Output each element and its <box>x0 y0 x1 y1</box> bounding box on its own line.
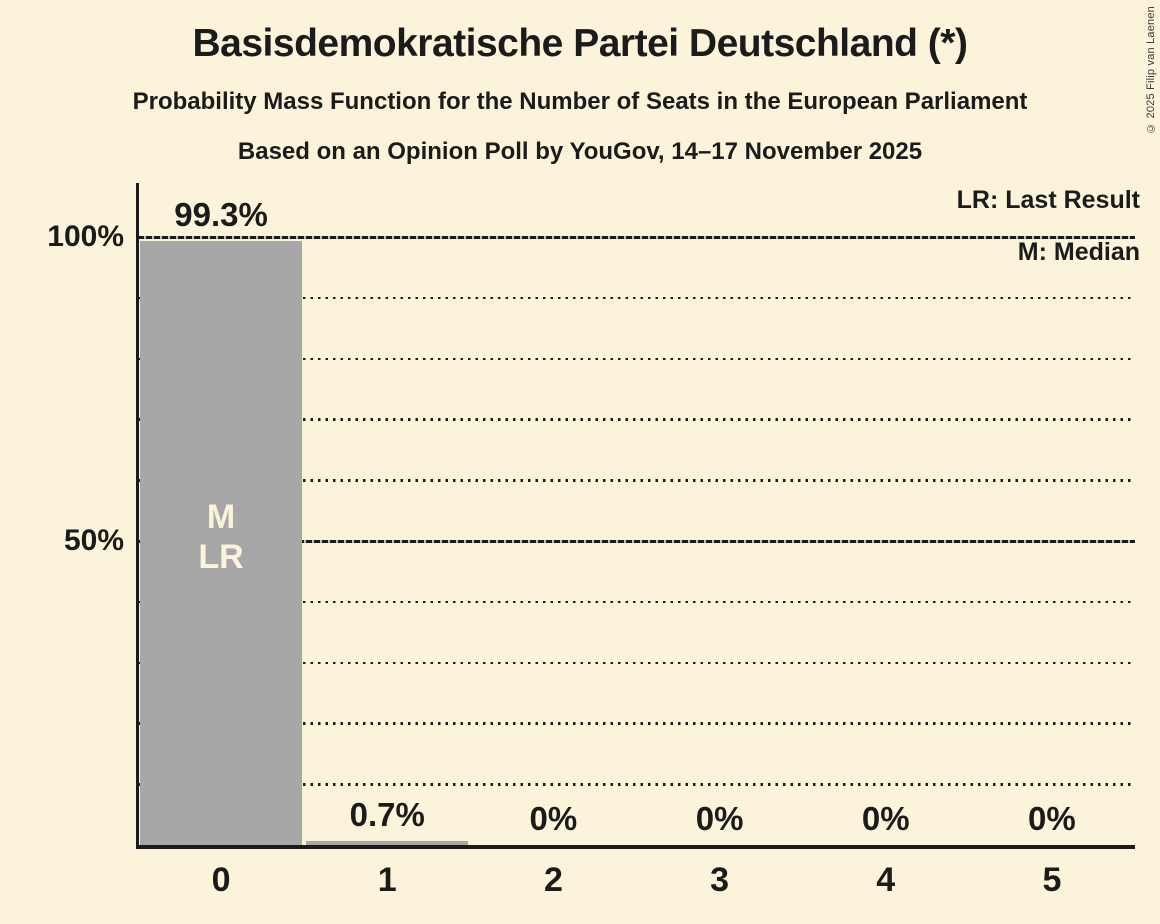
bar-seats-0 <box>140 241 303 845</box>
bar-value-label: 0.7% <box>349 795 425 833</box>
bar-value-label: 0% <box>695 800 744 837</box>
annotation-line: LR <box>198 538 244 577</box>
gridline-70-percent <box>138 418 1135 421</box>
bar-value-label: 99.3% <box>174 196 268 234</box>
bar-value-label: 0% <box>861 800 910 837</box>
legend-median: M: Median <box>1017 238 1140 266</box>
x-tick-label: 2 <box>543 861 563 899</box>
x-tick-label: 3 <box>710 861 730 899</box>
bar-seats-1 <box>306 840 469 845</box>
legend-last-result: LR: Last Result <box>956 186 1140 214</box>
gridline-60-percent <box>138 479 1135 482</box>
chart-poll-info: Based on an Opinion Poll by YouGov, 14–1… <box>237 138 923 165</box>
gridline-50-percent <box>138 539 1135 543</box>
gridline-90-percent <box>138 296 1135 300</box>
x-tick-label: 1 <box>377 861 397 899</box>
chart-title: Basisdemokratische Partei Deutschland (*… <box>192 22 968 65</box>
x-tick-label: 4 <box>876 861 896 899</box>
gridline-40-percent <box>138 600 1135 604</box>
median-last-result-annotation: M LR <box>131 497 311 577</box>
y-axis-line <box>136 183 139 849</box>
x-axis-line <box>136 845 1135 849</box>
gridline-30-percent <box>138 661 1135 665</box>
gridline-10-percent <box>138 783 1135 786</box>
x-tick-label: 0 <box>211 861 231 899</box>
annotation-line: M <box>206 498 236 537</box>
gridline-100-percent <box>138 235 1135 239</box>
chart-subtitle: Probability Mass Function for the Number… <box>132 88 1028 115</box>
x-tick-label: 5 <box>1042 861 1062 899</box>
y-tick-label: 50% <box>63 524 124 557</box>
gridline-80-percent <box>138 357 1135 361</box>
bar-value-label: 0% <box>1028 800 1076 837</box>
y-tick-label: 100% <box>47 220 124 253</box>
bar-value-label: 0% <box>529 800 578 837</box>
gridline-20-percent <box>138 722 1135 725</box>
